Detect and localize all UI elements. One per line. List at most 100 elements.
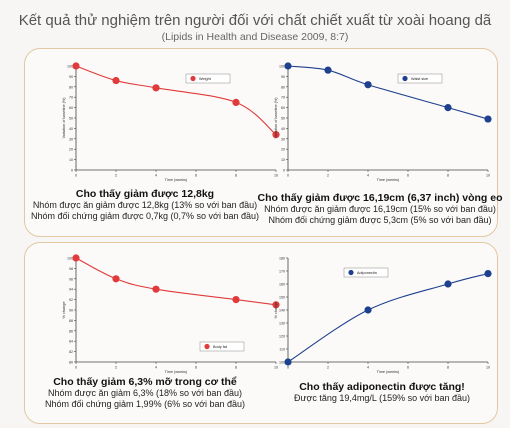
- y-tick-label: 92: [69, 298, 73, 302]
- caption-body-fat-line-1: Nhóm được ăn giảm 6,3% (18% so với ban đ…: [48, 388, 242, 398]
- y-tick-label: 40: [69, 127, 73, 131]
- chart-svg: 0 10 20 30 40 50 60 70 80 90 100 0 2 4 6 8 10 Time (weeks…: [274, 62, 492, 182]
- y-tick-label: 170: [279, 270, 285, 274]
- legend-box: [199, 341, 245, 352]
- y-tick-label: 80: [281, 85, 285, 89]
- data-point: [232, 296, 240, 304]
- x-tick-label: 8: [447, 174, 449, 178]
- y-tick-label: 20: [69, 148, 73, 152]
- x-tick-label: 10: [486, 174, 490, 178]
- y-tick-label: 30: [69, 137, 73, 141]
- legend-label: Adiponectin: [357, 271, 377, 275]
- page-subtitle: (Lipids in Health and Disease 2009, 8:7): [161, 31, 349, 43]
- caption-waist: Cho thấy giảm được 16,19cm (6,37 inch) v…: [250, 192, 510, 226]
- y-tick-label: 150: [279, 296, 285, 300]
- y-tick-label: 130: [279, 322, 285, 326]
- y-tick-label: 98: [69, 267, 73, 271]
- caption-body-fat-head: Cho thấy giảm 6,3% mỡ trong cơ thể: [53, 376, 237, 388]
- caption-waist-line-1: Nhóm được ăn giảm được 16,19cm (15% so v…: [264, 204, 496, 214]
- x-tick-label: 2: [327, 174, 329, 178]
- legend-box: [343, 267, 389, 278]
- x-tick-label: 2: [115, 366, 117, 370]
- y-tick-label: 80: [69, 85, 73, 89]
- waist-chart: 0 10 20 30 40 50 60 70 80 90 100 0 2 4 6 8 10 Time (weeks…: [270, 60, 502, 190]
- x-tick-label: 2: [115, 174, 117, 178]
- caption-adiponectin-line-1: Được tăng 19,4mg/L (159% so với ban đầu): [293, 393, 471, 403]
- x-tick-label: 0: [75, 174, 77, 178]
- data-point: [324, 66, 332, 74]
- y-tick-label: 10: [281, 158, 285, 162]
- body-fat-chart: 80 82 84 86 88 90 92 94 96 98 100 0 2 4 6 8 10 Time (week…: [58, 252, 290, 382]
- y-axis-label: % change: [274, 302, 278, 319]
- data-point: [444, 104, 452, 112]
- data-point: [272, 301, 280, 309]
- adiponectin-chart: 100 110 120 130 140 150 160 170 180 0 2 4 6 8 10 Time (…: [270, 252, 502, 382]
- y-tick-label: 100: [279, 65, 285, 69]
- series-line: [287, 65, 489, 120]
- y-tick-label: 90: [69, 75, 73, 79]
- data-point: [444, 280, 452, 288]
- x-tick-label: 10: [274, 174, 278, 178]
- x-tick-label: 0: [75, 366, 77, 370]
- data-point: [484, 115, 492, 123]
- legend-label: Weight: [199, 77, 212, 81]
- data-point: [284, 358, 292, 366]
- x-tick-label: 8: [447, 366, 449, 370]
- series-line: [287, 273, 489, 363]
- y-tick-label: 30: [281, 137, 285, 141]
- x-tick-label: 8: [235, 174, 237, 178]
- y-tick-label: 90: [69, 309, 73, 313]
- y-axis-label: Variation of baseline (%): [274, 97, 278, 139]
- x-axis-label: Time (weeks): [377, 178, 400, 182]
- x-tick-label: 4: [367, 174, 369, 178]
- caption-weight-line-2: Nhóm đối chứng giảm được 0,7kg (0,7% so …: [31, 211, 259, 221]
- page-title: Kết quả thử nghiệm trên người đối với ch…: [18, 12, 492, 29]
- x-tick-label: 8: [235, 366, 237, 370]
- legend-marker: [204, 343, 210, 350]
- x-tick-label: 6: [195, 366, 197, 370]
- x-tick-label: 4: [367, 366, 369, 370]
- data-point: [272, 131, 280, 139]
- caption-body-fat-line-2: Nhóm đối chứng giảm 1,99% (6% so với ban…: [44, 399, 246, 409]
- series-line: [75, 65, 277, 136]
- x-axis-label: Time (weeks): [165, 370, 188, 374]
- y-tick-label: 50: [281, 117, 285, 121]
- y-tick-label: 0: [283, 169, 285, 173]
- y-tick-label: 60: [281, 106, 285, 110]
- y-tick-label: 100: [279, 361, 285, 365]
- y-tick-label: 70: [69, 96, 73, 100]
- legend-box: [397, 73, 443, 84]
- y-tick-label: 90: [281, 75, 285, 79]
- y-tick-label: 82: [69, 350, 73, 354]
- caption-weight: Cho thấy giảm được 12,8kg Nhóm được ăn g…: [30, 188, 260, 222]
- y-tick-label: 80: [69, 361, 73, 365]
- y-tick-label: 0: [71, 169, 73, 173]
- caption-waist-line-2: Nhóm đối chứng giảm được 5,3cm (5% so vớ…: [268, 215, 492, 225]
- legend-label: Waist size: [411, 77, 428, 81]
- x-tick-label: 4: [155, 366, 157, 370]
- data-point: [152, 84, 160, 92]
- caption-weight-head: Cho thấy giảm được 12,8kg: [75, 188, 215, 200]
- legend-marker: [348, 269, 354, 276]
- chart-svg: 0 10 20 30 40 50 60 70 80 90 100 0 2 4 6 8 10 Time (weeks…: [62, 62, 280, 182]
- y-tick-label: 60: [69, 106, 73, 110]
- caption-weight-line-1: Nhóm được ăn giảm được 12,8kg (13% so vớ…: [32, 200, 258, 210]
- data-point: [364, 306, 372, 314]
- y-tick-label: 70: [281, 96, 285, 100]
- x-tick-label: 10: [274, 366, 278, 370]
- data-point: [112, 275, 120, 283]
- x-tick-label: 10: [486, 366, 490, 370]
- y-tick-label: 88: [69, 319, 73, 323]
- caption-body-fat: Cho thấy giảm 6,3% mỡ trong cơ thể Nhóm …: [30, 376, 260, 410]
- x-tick-label: 6: [407, 366, 409, 370]
- y-tick-label: 40: [281, 127, 285, 131]
- data-point: [364, 81, 372, 89]
- y-tick-label: 10: [69, 158, 73, 162]
- y-tick-label: 140: [279, 309, 285, 313]
- y-axis-label: % change: [62, 302, 66, 319]
- x-tick-label: 6: [407, 174, 409, 178]
- data-point: [72, 254, 80, 262]
- y-tick-label: 110: [279, 348, 285, 352]
- data-point: [284, 62, 292, 70]
- x-tick-label: 6: [195, 174, 197, 178]
